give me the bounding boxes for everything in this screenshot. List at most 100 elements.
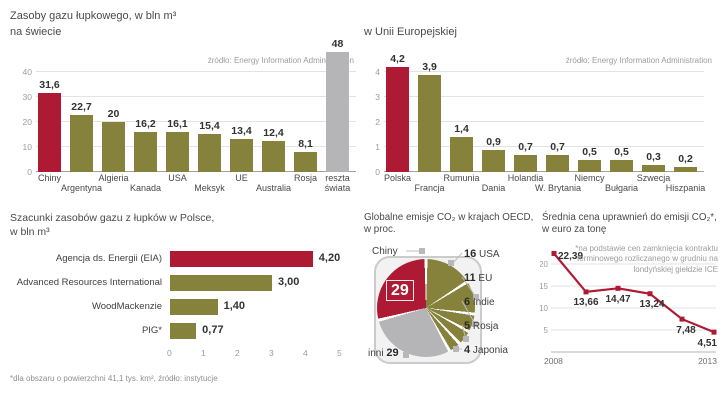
bar-value-label: 4,2 — [390, 53, 405, 65]
data-point-2010 — [615, 285, 621, 291]
gridline-4 — [384, 71, 704, 72]
world-bar-plot: 0 10 20 30 40 31,6 Chiny 22,7 Argentyna 20 Algieri… — [23, 38, 356, 193]
price-line — [553, 252, 715, 334]
gridline-2 — [384, 121, 704, 122]
y-tick-label: 20 — [22, 117, 32, 127]
chart-title: w Unii Europejskiej — [364, 26, 457, 38]
leader-line — [461, 276, 477, 298]
poland-footnote: *dla obszaru o powierzchni 41,1 tys. km²… — [10, 374, 218, 383]
pie-label-Indie: 6 Indie — [464, 296, 495, 308]
chart-title: Szacunki zasobów gazu z łupków w Polsce, — [10, 212, 215, 224]
china-share-label: 29 — [386, 280, 414, 301]
gridline-0 — [36, 171, 356, 172]
x-tick-label: 4 — [303, 348, 308, 358]
bar-value-label: 31,6 — [39, 79, 60, 91]
pie-label-inni: inni 29 — [368, 347, 399, 359]
bar-PIG* — [170, 323, 197, 339]
source-note: źródło: Energy Information Administratio… — [565, 56, 712, 65]
pie-label-Rosja: 5 Rosja — [464, 320, 499, 332]
bar-category-label: Francja — [414, 183, 445, 193]
bar-Algieria — [102, 122, 125, 172]
bar-Australia — [262, 141, 285, 172]
bar-category-label: Hiszpania — [665, 183, 706, 193]
x-tick-label: 0 — [167, 348, 172, 358]
gridline-20 — [36, 121, 356, 122]
gridline-0 — [384, 171, 704, 172]
bar-value-label: 48 — [331, 38, 344, 50]
x-tick-label: 2 — [235, 348, 240, 358]
chart-subtitle: w euro za tonę — [542, 224, 607, 235]
bar-category-label: Meksyk — [194, 183, 225, 193]
pie-label-Chiny: Chiny — [372, 246, 398, 257]
pie-value: 16 — [464, 248, 477, 260]
data-point-2012 — [679, 316, 685, 322]
leader-marker — [448, 260, 454, 266]
point-value-label: 13,66 — [573, 297, 598, 308]
leader-marker — [419, 248, 425, 254]
bar-UE — [230, 138, 253, 172]
bar-category-label: Holandia — [507, 173, 544, 183]
bar-value-label: 22,7 — [71, 101, 92, 114]
x-tick-label: 5 — [337, 348, 342, 358]
bar-Francja — [418, 74, 441, 172]
y-tick-label: 5 — [544, 326, 549, 335]
bar-category-label: Australia — [255, 183, 291, 193]
bar-category-label: UE — [235, 173, 248, 183]
leader-marker — [403, 352, 409, 358]
bar-value-label: 0,2 — [678, 153, 693, 165]
point-value-label: 7,48 — [676, 325, 696, 336]
bar-Szwecja — [642, 164, 665, 172]
data-point-2009 — [583, 289, 589, 295]
bar-value-label: 0,9 — [486, 135, 501, 148]
eu-bar-plot: 0 1 2 3 4 4,2 Polska 3,9 Francja 1,4 Rumunia 0,9 Dan… — [375, 47, 705, 193]
poland-hbar-plot: Agencja ds. Energii (EIA) 4,20 Advanced Re… — [10, 248, 358, 368]
panel-co2-emissions-pie: Globalne emisje CO₂ w krajach OECD, w pr… — [362, 210, 540, 405]
bar-Hiszpania — [674, 167, 697, 172]
data-point-2008 — [551, 250, 557, 256]
bar-value-label: 16,1 — [167, 117, 188, 130]
y-tick-label: 40 — [22, 67, 32, 77]
y-tick-label: 0 — [27, 167, 32, 177]
y-tick-label: 1 — [375, 142, 380, 152]
pie-value: 29 — [386, 347, 399, 359]
point-value-label: 4,51 — [698, 338, 718, 349]
pie-label-USA: 16 USA — [464, 248, 500, 260]
institution-label: Advanced Resources International — [16, 277, 162, 288]
leader-line — [461, 300, 476, 325]
bar-value-label: 3,00 — [278, 276, 300, 288]
bar-W. Brytania — [546, 154, 569, 172]
leader-marker — [473, 294, 479, 300]
bar-USA — [166, 131, 189, 172]
data-point-2011 — [647, 291, 653, 297]
bar-value-label: 0,5 — [582, 145, 597, 158]
leader-marker — [472, 321, 478, 327]
gridline-30 — [36, 96, 356, 97]
estimate-row: WoodMackenzie 1,40 — [10, 296, 358, 320]
estimate-row: PIG* 0,77 — [10, 320, 358, 344]
leader-marker — [463, 336, 469, 342]
leader-line — [452, 252, 463, 264]
bar-value-label: 0,5 — [614, 145, 629, 158]
y-tick-label: 15 — [540, 282, 549, 291]
bar-Chiny — [38, 93, 61, 172]
bar-value-label: 4,20 — [318, 252, 341, 264]
pie-value: 5 — [464, 320, 471, 332]
pie-leader-lines — [403, 248, 479, 358]
panel-world-resources: Zasoby gazu łupkowego, w bln m³ na świec… — [8, 6, 358, 206]
bar-value-label: 1,4 — [454, 123, 469, 135]
bar-value-label: 0,77 — [202, 324, 224, 336]
bar-value-label: 15,4 — [199, 119, 220, 132]
gridline-10 — [36, 146, 356, 147]
x-tick-label: 3 — [269, 348, 274, 358]
bar-value-label: 8,1 — [298, 137, 313, 150]
pie — [377, 259, 475, 357]
bar-Polska — [386, 67, 409, 172]
gridline-3 — [384, 96, 704, 97]
y-tick-label: 30 — [22, 92, 32, 102]
bar-category-label: Dania — [481, 183, 506, 193]
chart-title: Zasoby gazu łupkowego, w bln m³ — [10, 10, 177, 22]
bar-category-label: Bułgaria — [604, 183, 639, 193]
point-value-label: 14,47 — [605, 294, 630, 305]
y-tick-label: 3 — [375, 92, 380, 102]
bar-category-label: W. Brytania — [535, 183, 582, 193]
